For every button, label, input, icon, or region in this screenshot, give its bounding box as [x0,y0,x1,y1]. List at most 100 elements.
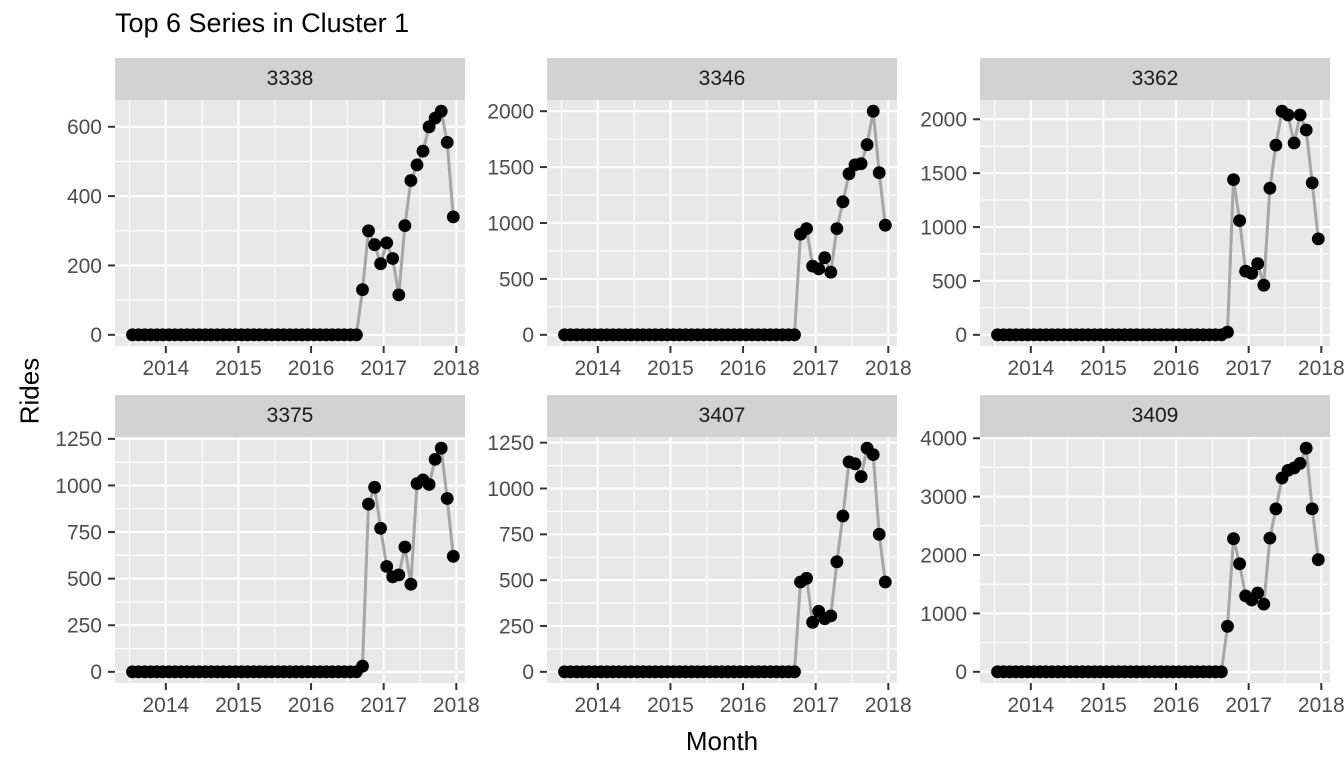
data-point [174,665,188,679]
data-point [991,665,1004,679]
data-point [253,665,266,679]
data-point [1184,328,1198,342]
data-point [691,328,705,342]
data-point [1245,593,1259,607]
data-point [1251,257,1265,271]
y-tick-label: 750 [67,521,102,544]
data-point [763,328,777,342]
data-point [739,665,753,679]
x-tick-label: 2015 [1080,694,1127,717]
data-point [1166,665,1180,679]
y-tick-label: 500 [932,270,967,293]
data-point [1202,328,1216,342]
series-line [997,447,1320,674]
data-point [204,328,218,342]
data-point [1039,665,1053,679]
data-point [1293,108,1307,122]
data-point [751,328,765,342]
data-point [991,328,1004,342]
data-point [156,665,170,679]
facet-strip-label: 3407 [698,404,746,427]
y-tick-label: 1000 [920,216,967,239]
data-point [1021,328,1035,342]
data-point [1263,531,1277,545]
data-point [1190,328,1204,342]
data-point [1154,665,1168,679]
data-point [1033,328,1047,342]
y-tick-label: 1500 [920,163,967,186]
data-point [392,568,406,582]
data-point [1015,328,1029,342]
data-point [824,609,838,623]
data-point [1136,665,1150,679]
data-point [788,665,801,679]
data-point [842,167,856,181]
facet-strip-label: 3346 [698,67,746,90]
data-point [830,555,844,569]
y-tick-label: 0 [522,324,534,347]
data-point [229,328,242,342]
data-point [582,665,596,679]
data-point [277,665,291,679]
data-point [612,665,626,679]
data-point [271,328,285,342]
data-point [247,328,260,342]
y-axis-title: Rides [14,357,45,425]
x-tick-label: 2014 [142,357,189,380]
data-point [854,470,868,483]
data-point [410,477,424,490]
data-point [416,144,430,158]
data-point [757,665,771,679]
data-point [1130,328,1144,342]
facet-strip-label: 3362 [1131,67,1179,90]
data-point [612,328,626,342]
data-point [848,457,862,471]
data-point [1081,328,1095,342]
data-point [223,665,236,679]
data-point [216,665,230,679]
data-point [313,665,327,679]
facet-strip-3362: 3362 [980,58,1330,100]
data-point [1003,328,1017,342]
data-point [1299,441,1313,455]
data-point [1063,328,1077,342]
data-point [667,665,680,679]
data-point [241,328,254,342]
data-point [416,473,430,487]
data-point [434,104,448,118]
data-point [1021,665,1035,679]
data-point [350,665,363,679]
data-point [1039,328,1053,342]
data-point [733,665,747,679]
data-point [1063,665,1077,679]
data-point [368,480,381,494]
data-point [721,665,735,679]
data-point [307,328,321,342]
x-tick-label: 2017 [360,694,407,717]
data-point [776,328,789,342]
data-point [1100,665,1113,679]
data-point [860,138,874,152]
data-point [428,453,442,466]
x-tick-label: 2018 [433,694,480,717]
data-point [576,328,590,342]
data-point [1263,181,1277,195]
data-point [782,665,795,679]
data-point [132,665,145,679]
data-point [1233,557,1246,571]
data-point [673,328,686,342]
data-point [618,665,632,679]
y-tick-label: 1500 [487,156,534,179]
x-tick-label: 2015 [1080,357,1127,380]
data-point [558,665,571,679]
data-point [1172,328,1186,342]
facet-plot-3338: 2014 2015 2016 2017 2018 0 200 400 600 [67,100,480,380]
data-point [818,251,832,265]
y-tick-label: 250 [67,615,102,638]
y-tick-label: 3000 [920,486,967,509]
series-line [564,445,887,674]
data-point [1015,665,1029,679]
data-point [800,222,813,235]
data-point [1202,665,1216,679]
data-point [168,328,182,342]
